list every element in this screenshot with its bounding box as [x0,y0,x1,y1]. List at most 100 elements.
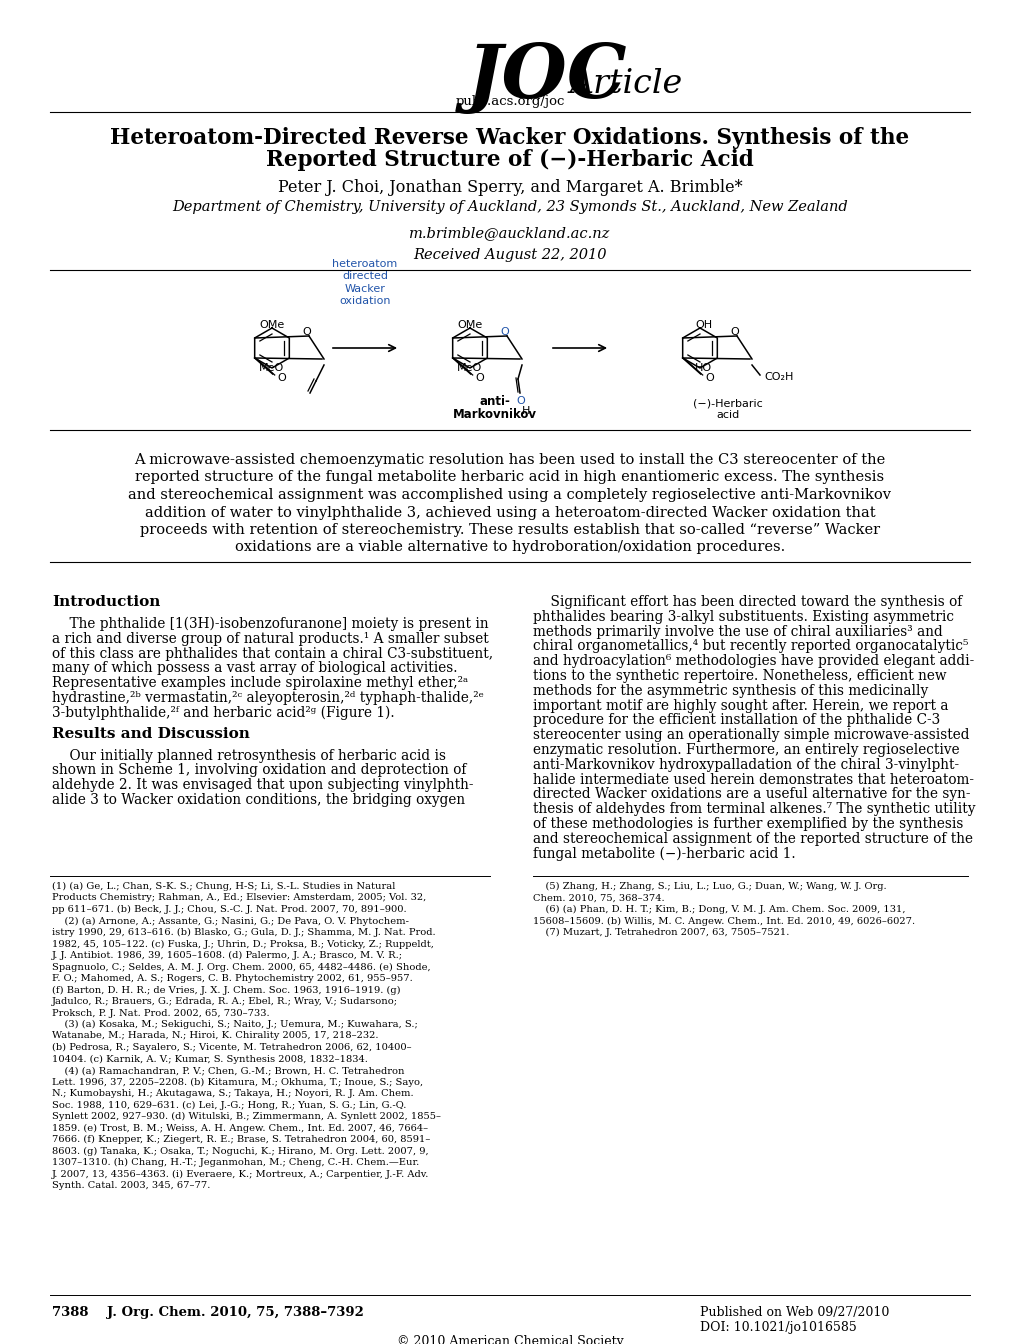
Text: (6) (a) Phan, D. H. T.; Kim, B.; Dong, V. M. ​J. Am. Chem. Soc.​ ​2009​, ​131​,: (6) (a) Phan, D. H. T.; Kim, B.; Dong, V… [533,905,905,914]
Text: JOC: JOC [467,42,627,114]
Text: oxidations are a viable alternative to hydroboration/oxidation procedures.: oxidations are a viable alternative to h… [234,540,785,555]
Text: Synth. Catal.​ ​2003​, ​345​, 67–77.: Synth. Catal.​ ​2003​, ​345​, 67–77. [52,1181,210,1189]
Text: A microwave-assisted chemoenzymatic resolution has been used to install the C3 s: A microwave-assisted chemoenzymatic reso… [135,453,884,466]
Text: O: O [277,374,286,383]
Text: (2) (a) Arnone, A.; Assante, G.; Nasini, G.; De Pava, O. V. ​Phytochem-: (2) (a) Arnone, A.; Assante, G.; Nasini,… [52,917,409,926]
Text: J. ​J. Antibiot.​ ​1986​, ​39​, 1605–1608. (d) Palermo, J. A.; Brasco, M. V. R.;: J. ​J. Antibiot.​ ​1986​, ​39​, 1605–160… [52,952,403,960]
Text: heteroatom
directed
Wacker
oxidation: heteroatom directed Wacker oxidation [332,259,397,306]
Text: 15608–15609. (b) Willis, M. C. ​Angew. Chem., Int. Ed.​ ​2010​, ​49​, 6026–6027.: 15608–15609. (b) Willis, M. C. ​Angew. C… [533,917,914,926]
Text: F. O.; Mahomed, A. S.; Rogers, C. B. ​Phytochemistry​ ​2002​, ​61​, 955–957.: F. O.; Mahomed, A. S.; Rogers, C. B. ​Ph… [52,974,413,982]
Text: (1) (a) Ge, L.; Chan, S-K. S.; Chung, H-S; Li, S.-L. ​Studies in Natural: (1) (a) Ge, L.; Chan, S-K. S.; Chung, H-… [52,882,395,891]
Text: Proksch, P. ​J. Nat. Prod.​ ​2002​, ​65​, 730–733.: Proksch, P. ​J. Nat. Prod.​ ​2002​, ​65​… [52,1008,269,1017]
Text: MeO: MeO [457,363,482,374]
Text: and stereochemical assignment of the reported structure of the: and stereochemical assignment of the rep… [533,832,972,845]
Text: ​1982​, ​45​, 105–122. (c) Fuska, J.; Uhrin, D.; Proksa, B.; Voticky, Z.; Ruppel: ​1982​, ​45​, 105–122. (c) Fuska, J.; Uh… [52,939,433,949]
Text: O: O [475,374,484,383]
Text: Department of Chemistry, University of Auckland, 23 Symonds St., Auckland, New Z: Department of Chemistry, University of A… [172,200,847,214]
Text: (b) Pedrosa, R.; Sayalero, S.; Vicente, M. ​Tetrahedron​ ​2006​, ​62​, 10400–: (b) Pedrosa, R.; Sayalero, S.; Vicente, … [52,1043,412,1052]
Text: enzymatic resolution. Furthermore, an entirely regioselective: enzymatic resolution. Furthermore, an en… [533,743,959,757]
Text: Our initially planned retrosynthesis of herbaric acid is: Our initially planned retrosynthesis of … [52,749,445,762]
Text: OMe: OMe [259,320,284,331]
Text: O: O [705,374,713,383]
Text: Results and Discussion: Results and Discussion [52,727,250,741]
Text: MeO: MeO [259,363,284,374]
Text: anti-: anti- [479,395,510,409]
Text: important motif are highly sought after. Herein, we report a: important motif are highly sought after.… [533,699,948,712]
Text: tions to the synthetic repertoire. Nonetheless, efficient new: tions to the synthetic repertoire. Nonet… [533,669,946,683]
Text: Markovnikov: Markovnikov [452,409,536,421]
Text: a rich and diverse group of natural products.¹ A smaller subset: a rich and diverse group of natural prod… [52,632,488,646]
Text: Lett.​ ​1996​, ​37​, 2205–2208. (b) Kitamura, M.; Okhuma, T.; Inoue, S.; Sayo,: Lett.​ ​1996​, ​37​, 2205–2208. (b) Kita… [52,1078,423,1087]
Text: 3-butylphthalide,²ᶠ and herbaric acid²ᶢ (Figure 1).: 3-butylphthalide,²ᶠ and herbaric acid²ᶢ … [52,706,394,720]
Text: many of which possess a vast array of biological activities.: many of which possess a vast array of bi… [52,661,458,676]
Text: OMe: OMe [457,320,482,331]
Text: J.​ ​2007​, ​13​, 4356–4363. (i) Everaere, K.; Mortreux, A.; Carpentier, J.-F. ​: J.​ ​2007​, ​13​, 4356–4363. (i) Everaer… [52,1169,429,1179]
Text: DOI: 10.1021/jo1016585: DOI: 10.1021/jo1016585 [699,1321,856,1335]
Text: acid: acid [715,410,739,419]
Text: alide 3 to Wacker oxidation conditions, the bridging oxygen: alide 3 to Wacker oxidation conditions, … [52,793,465,806]
Text: pp 611–671. (b) Beck, J. J.; Chou, S.-C. ​J. Nat. Prod.​ ​2007​, ​70​, 891–900.: pp 611–671. (b) Beck, J. J.; Chou, S.-C.… [52,905,407,914]
Text: thesis of aldehydes from terminal alkenes.⁷ The synthetic utility: thesis of aldehydes from terminal alkene… [533,802,974,816]
Text: (4) (a) Ramachandran, P. V.; Chen, G.-M.; Brown, H. C. ​Tetrahedron: (4) (a) Ramachandran, P. V.; Chen, G.-M.… [52,1066,405,1075]
Text: Introduction: Introduction [52,595,160,609]
Text: Jadulco, R.; Brauers, G.; Edrada, R. A.; Ebel, R.; Wray, V.; Sudarsono;: Jadulco, R.; Brauers, G.; Edrada, R. A.;… [52,997,397,1007]
Text: O: O [516,396,525,406]
Text: fungal metabolite (−)-herbaric acid 1.: fungal metabolite (−)-herbaric acid 1. [533,847,795,862]
Text: Soc.​ ​1988​, ​110​, 629–631. (c) Lei, J.-G.; Hong, R.; Yuan, S. G.; Lin, G.-Q.: Soc.​ ​1988​, ​110​, 629–631. (c) Lei, J… [52,1101,406,1110]
Text: methods for the asymmetric synthesis of this medicinally: methods for the asymmetric synthesis of … [533,684,927,698]
Text: 1859. (e) Trost, B. M.; Weiss, A. H. ​Angew. Chem., Int. Ed.​ ​2007​, ​46​, 7664: 1859. (e) Trost, B. M.; Weiss, A. H. ​An… [52,1124,428,1133]
Text: Spagnuolo, C.; Seldes, A. M. ​J. Org. Chem.​ ​2000​, ​65​, 4482–4486. (e) Shode,: Spagnuolo, C.; Seldes, A. M. ​J. Org. Ch… [52,962,430,972]
Text: The phthalide [1(3​H)-isobenzofuranone] moiety is present in: The phthalide [1(3​H)-isobenzofuranone] … [52,617,488,632]
Text: Representative examples include spirolaxine methyl ether,²ᵃ: Representative examples include spirolax… [52,676,468,691]
Text: H: H [522,406,530,417]
Text: Chem.​ ​2010​, ​75​, 368–374.: Chem.​ ​2010​, ​75​, 368–374. [533,894,664,903]
Text: methods primarily involve the use of chiral auxiliaries³ and: methods primarily involve the use of chi… [533,625,942,638]
Text: Watanabe, M.; Harada, N.; Hiroi, K. ​Chirality​ ​2005​, ​17​, 218–232.: Watanabe, M.; Harada, N.; Hiroi, K. ​Chi… [52,1031,378,1040]
Text: stereocenter using an operationally simple microwave-assisted: stereocenter using an operationally simp… [533,728,968,742]
Text: m.brimble@auckland.ac.nz: m.brimble@auckland.ac.nz [409,226,610,241]
Text: Reported Structure of (−)-Herbaric Acid: Reported Structure of (−)-Herbaric Acid [266,149,753,171]
Text: (3) (a) Kosaka, M.; Sekiguchi, S.; Naito, J.; Uemura, M.; Kuwahara, S.;: (3) (a) Kosaka, M.; Sekiguchi, S.; Naito… [52,1020,418,1030]
Text: procedure for the efficient installation of the phthalide C-3: procedure for the efficient installation… [533,714,940,727]
Text: HO: HO [695,363,711,374]
Text: of these methodologies is further exemplified by the synthesis: of these methodologies is further exempl… [533,817,962,831]
Text: 1307–1310. (h) Chang, H.-T.; Jeganmohan, M.; Cheng, C.-H. ​Chem.—Eur.: 1307–1310. (h) Chang, H.-T.; Jeganmohan,… [52,1159,419,1167]
Text: © 2010 American Chemical Society: © 2010 American Chemical Society [396,1335,623,1344]
Text: 10404. (c) Karnik, A. V.; Kumar, S. ​Synthesis​ ​2008​, 1832–1834.: 10404. (c) Karnik, A. V.; Kumar, S. ​Syn… [52,1055,368,1063]
Text: reported structure of the fungal metabolite herbaric acid in high enantiomeric e: reported structure of the fungal metabol… [136,470,883,484]
Text: istry​ ​1990​, ​29​, 613–616. (b) Blasko, G.; Gula, D. J.; Shamma, M. ​J. Nat. P: istry​ ​1990​, ​29​, 613–616. (b) Blasko… [52,927,435,937]
Text: anti-Markovnikov hydroxypalladation of the chiral 3-vinylpht-: anti-Markovnikov hydroxypalladation of t… [533,758,958,771]
Text: 7666. (f) Knepper, K.; Ziegert, R. E.; Brase, S. ​Tetrahedron​ ​2004​, ​60​, 859: 7666. (f) Knepper, K.; Ziegert, R. E.; B… [52,1134,430,1144]
Text: and stereochemical assignment was accomplished using a completely regioselective: and stereochemical assignment was accomp… [128,488,891,503]
Text: 8603. (g) Tanaka, K.; Osaka, T.; Noguchi, K.; Hirano, M. ​Org. Lett.​ ​2007​, ​9: 8603. (g) Tanaka, K.; Osaka, T.; Noguchi… [52,1146,428,1156]
Text: of this class are phthalides that contain a chiral C3-substituent,: of this class are phthalides that contai… [52,646,492,661]
Text: Published on Web 09/27/2010: Published on Web 09/27/2010 [699,1306,889,1318]
Text: Peter J. Choi, Jonathan Sperry, and Margaret A. Brimble*: Peter J. Choi, Jonathan Sperry, and Marg… [277,180,742,196]
Text: 7388    J. Org. Chem. 2010, 75, 7388–7392: 7388 J. Org. Chem. 2010, 75, 7388–7392 [52,1306,364,1318]
Text: Article: Article [570,69,683,99]
Text: directed Wacker oxidations are a useful alternative for the syn-: directed Wacker oxidations are a useful … [533,788,969,801]
Text: shown in Scheme 1, involving oxidation and deprotection of: shown in Scheme 1, involving oxidation a… [52,763,466,777]
Text: (7) Muzart, J. ​Tetrahedron​ ​2007​, ​63​, 7505–7521.: (7) Muzart, J. ​Tetrahedron​ ​2007​, ​63… [533,927,789,937]
Text: (f) Barton, D. H. R.; de Vries, J. X. ​J. Chem. Soc.​ ​1963​, 1916–1919. (g): (f) Barton, D. H. R.; de Vries, J. X. ​J… [52,985,400,995]
Text: OH: OH [695,320,711,331]
Text: O: O [500,327,508,337]
Text: O: O [730,327,739,337]
Text: Received August 22, 2010: Received August 22, 2010 [413,249,606,262]
Text: addition of water to vinylphthalide 3, achieved using a heteroatom-directed Wack: addition of water to vinylphthalide 3, a… [145,505,874,520]
Text: proceeds with retention of stereochemistry. These results establish that so-call: proceeds with retention of stereochemist… [140,523,879,538]
Text: (5) Zhang, H.; Zhang, S.; Liu, L.; Luo, G.; Duan, W.; Wang, W. ​J. Org.: (5) Zhang, H.; Zhang, S.; Liu, L.; Luo, … [533,882,886,891]
Text: phthalides bearing 3-alkyl substituents. Existing asymmetric: phthalides bearing 3-alkyl substituents.… [533,610,953,624]
Text: CO₂H: CO₂H [763,372,793,382]
Text: Significant effort has been directed toward the synthesis of: Significant effort has been directed tow… [533,595,961,609]
Text: and hydroacylation⁶ methodologies have provided elegant addi-: and hydroacylation⁶ methodologies have p… [533,655,973,668]
Text: chiral organometallics,⁴ but recently reported organocatalytic⁵: chiral organometallics,⁴ but recently re… [533,640,967,653]
Text: (−)-Herbaric: (−)-Herbaric [693,398,762,409]
Text: pubs.acs.org/joc: pubs.acs.org/joc [454,94,565,108]
Text: aldehyde 2. It was envisaged that upon subjecting vinylphth-: aldehyde 2. It was envisaged that upon s… [52,778,473,792]
Text: hydrastine,²ᵇ vermastatin,²ᶜ aleyopterosin,²ᵈ typhaph­thalide,²ᵉ: hydrastine,²ᵇ vermastatin,²ᶜ aleyopteros… [52,691,483,706]
Text: Synlett​ ​2002​, 927–930. (d) Witulski, B.; Zimmermann, A. ​Synlett​ ​2002​, 185: Synlett​ ​2002​, 927–930. (d) Witulski, … [52,1111,440,1121]
Text: Heteroatom-Directed Reverse Wacker Oxidations. Synthesis of the: Heteroatom-Directed Reverse Wacker Oxida… [110,126,909,149]
Text: N.; Kumobayshi, H.; Akutagawa, S.; Takaya, H.; Noyori, R. ​J. Am. Chem.: N.; Kumobayshi, H.; Akutagawa, S.; Takay… [52,1089,414,1098]
Text: Products Chemistry​; Rahman, A., Ed.; Elsevier: Amsterdam, 2005; Vol. 32,: Products Chemistry​; Rahman, A., Ed.; El… [52,894,426,903]
